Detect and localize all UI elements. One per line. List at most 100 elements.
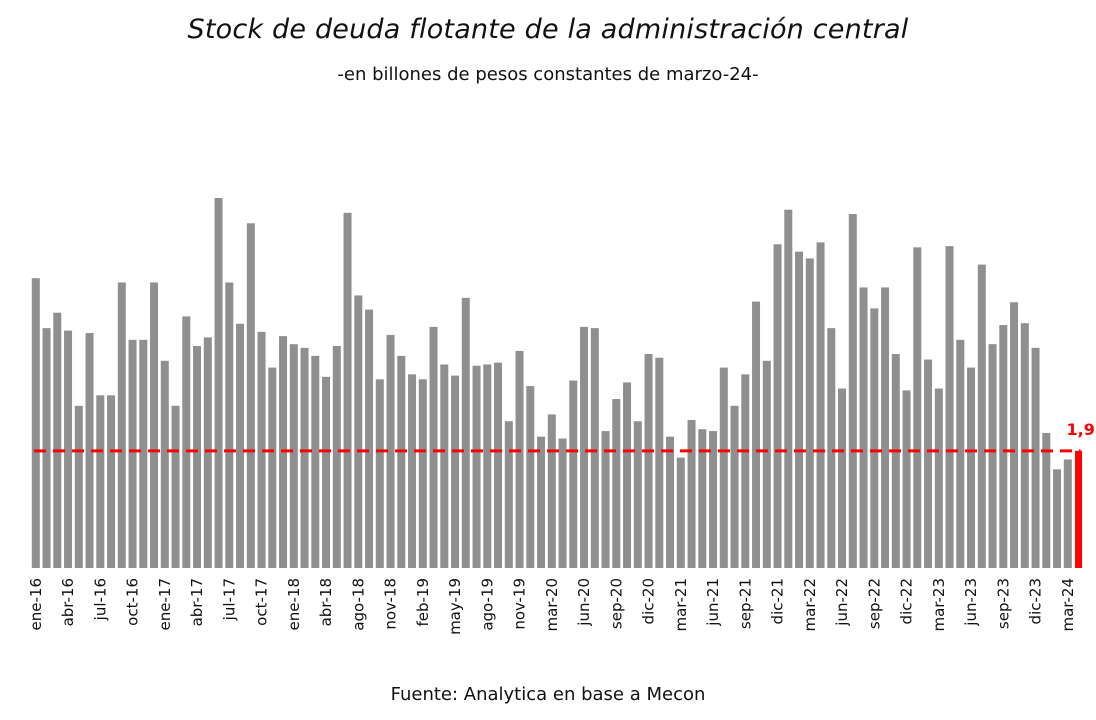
- x-tick-label: mar-21: [672, 578, 690, 632]
- bar: [311, 355, 320, 568]
- bar: [773, 244, 782, 568]
- bar: [96, 395, 105, 568]
- bar: [784, 209, 793, 568]
- bar: [891, 354, 900, 568]
- bar: [300, 347, 309, 568]
- bar: [515, 350, 524, 568]
- bar: [902, 390, 911, 568]
- bar: [1031, 347, 1040, 568]
- bar: [429, 326, 438, 568]
- x-tick-label: ene-16: [27, 578, 45, 630]
- bar: [601, 431, 610, 568]
- bar: [343, 212, 352, 569]
- bars-group: [31, 198, 1083, 569]
- bar: [440, 364, 449, 568]
- bar: [913, 247, 922, 568]
- bar: [558, 438, 567, 568]
- x-tick-label: abr-18: [317, 578, 335, 626]
- bar: [612, 399, 621, 568]
- bar: [107, 395, 116, 568]
- bar: [472, 365, 481, 568]
- bar: [945, 246, 954, 568]
- bar: [117, 282, 126, 568]
- source-note: Fuente: Analytica en base a Mecon: [390, 684, 706, 705]
- bar: [719, 367, 728, 568]
- x-tick-label: oct-17: [253, 578, 271, 626]
- bar: [375, 379, 384, 568]
- x-tick-label: jun-20: [575, 578, 593, 627]
- x-tick-label: jul-16: [91, 578, 109, 621]
- bar: [580, 326, 589, 568]
- x-tick-label: ago-18: [349, 578, 367, 631]
- chart-subtitle: -en billones de pesos constantes de marz…: [337, 64, 759, 85]
- bar: [171, 405, 180, 568]
- bar: [752, 301, 761, 568]
- bar: [332, 346, 341, 568]
- x-tick-label: ene-17: [156, 578, 174, 630]
- bar: [1063, 459, 1072, 568]
- bar: [924, 359, 933, 568]
- bar: [483, 364, 492, 568]
- chart-title: Stock de deuda flotante de la administra…: [187, 14, 909, 45]
- bar: [816, 242, 825, 568]
- bar: [160, 360, 169, 568]
- bar: [418, 379, 427, 568]
- bar: [623, 382, 632, 568]
- bar: [268, 367, 277, 568]
- bar: [859, 287, 868, 568]
- bar: [53, 312, 62, 568]
- bar: [633, 421, 642, 568]
- x-tick-label: ene-18: [285, 578, 303, 630]
- bar: [999, 325, 1008, 568]
- bar: [655, 357, 664, 568]
- bar: [451, 375, 460, 568]
- x-tick-label: feb-19: [414, 578, 432, 627]
- bar: [203, 337, 212, 568]
- x-tick-label: abr-16: [59, 578, 77, 626]
- x-tick-label: nov-18: [382, 578, 400, 630]
- x-tick-label: ago-19: [478, 578, 496, 631]
- bar: [193, 346, 202, 568]
- bar: [762, 360, 771, 568]
- bar: [64, 330, 73, 568]
- bar: [547, 414, 556, 568]
- bar: [1010, 302, 1019, 568]
- bar: [881, 287, 890, 568]
- bar: [139, 339, 148, 568]
- x-tick-label: jun-21: [704, 578, 722, 627]
- x-tick-label: mar-24: [1059, 578, 1077, 632]
- x-tick-label: dic-23: [1027, 578, 1045, 624]
- bar: [386, 334, 395, 568]
- x-tick-label: may-19: [446, 578, 464, 635]
- last-value-label: 1,9: [1067, 420, 1095, 439]
- bar: [128, 339, 137, 568]
- bar: [504, 421, 513, 568]
- bar: [322, 376, 331, 568]
- bar: [182, 316, 191, 568]
- x-tick-label: dic-20: [640, 578, 658, 624]
- bar: [709, 431, 718, 568]
- bar: [977, 264, 986, 568]
- bar: [676, 457, 685, 568]
- x-tick-label: jun-22: [833, 578, 851, 627]
- bar: [956, 339, 965, 568]
- bar: [1042, 432, 1051, 568]
- tick-labels-group: ene-16 abr-16 jul-16 oct-16 ene-17 abr-17 jul-…: [27, 578, 1077, 635]
- bar: [365, 309, 374, 568]
- x-tick-label: mar-22: [801, 578, 819, 632]
- bar: [687, 420, 696, 568]
- bar: [42, 328, 51, 568]
- bar: [354, 295, 363, 568]
- bar: [988, 344, 997, 568]
- bar: [795, 251, 804, 568]
- x-tick-label: nov-19: [511, 578, 529, 630]
- bar: [397, 355, 406, 568]
- bar: [74, 405, 83, 568]
- bar: [526, 386, 535, 568]
- x-tick-label: sep-21: [736, 578, 754, 629]
- bar: [1020, 323, 1029, 568]
- x-tick-label: sep-22: [865, 578, 883, 629]
- x-tick-label: oct-16: [124, 578, 142, 626]
- bar: [31, 278, 40, 568]
